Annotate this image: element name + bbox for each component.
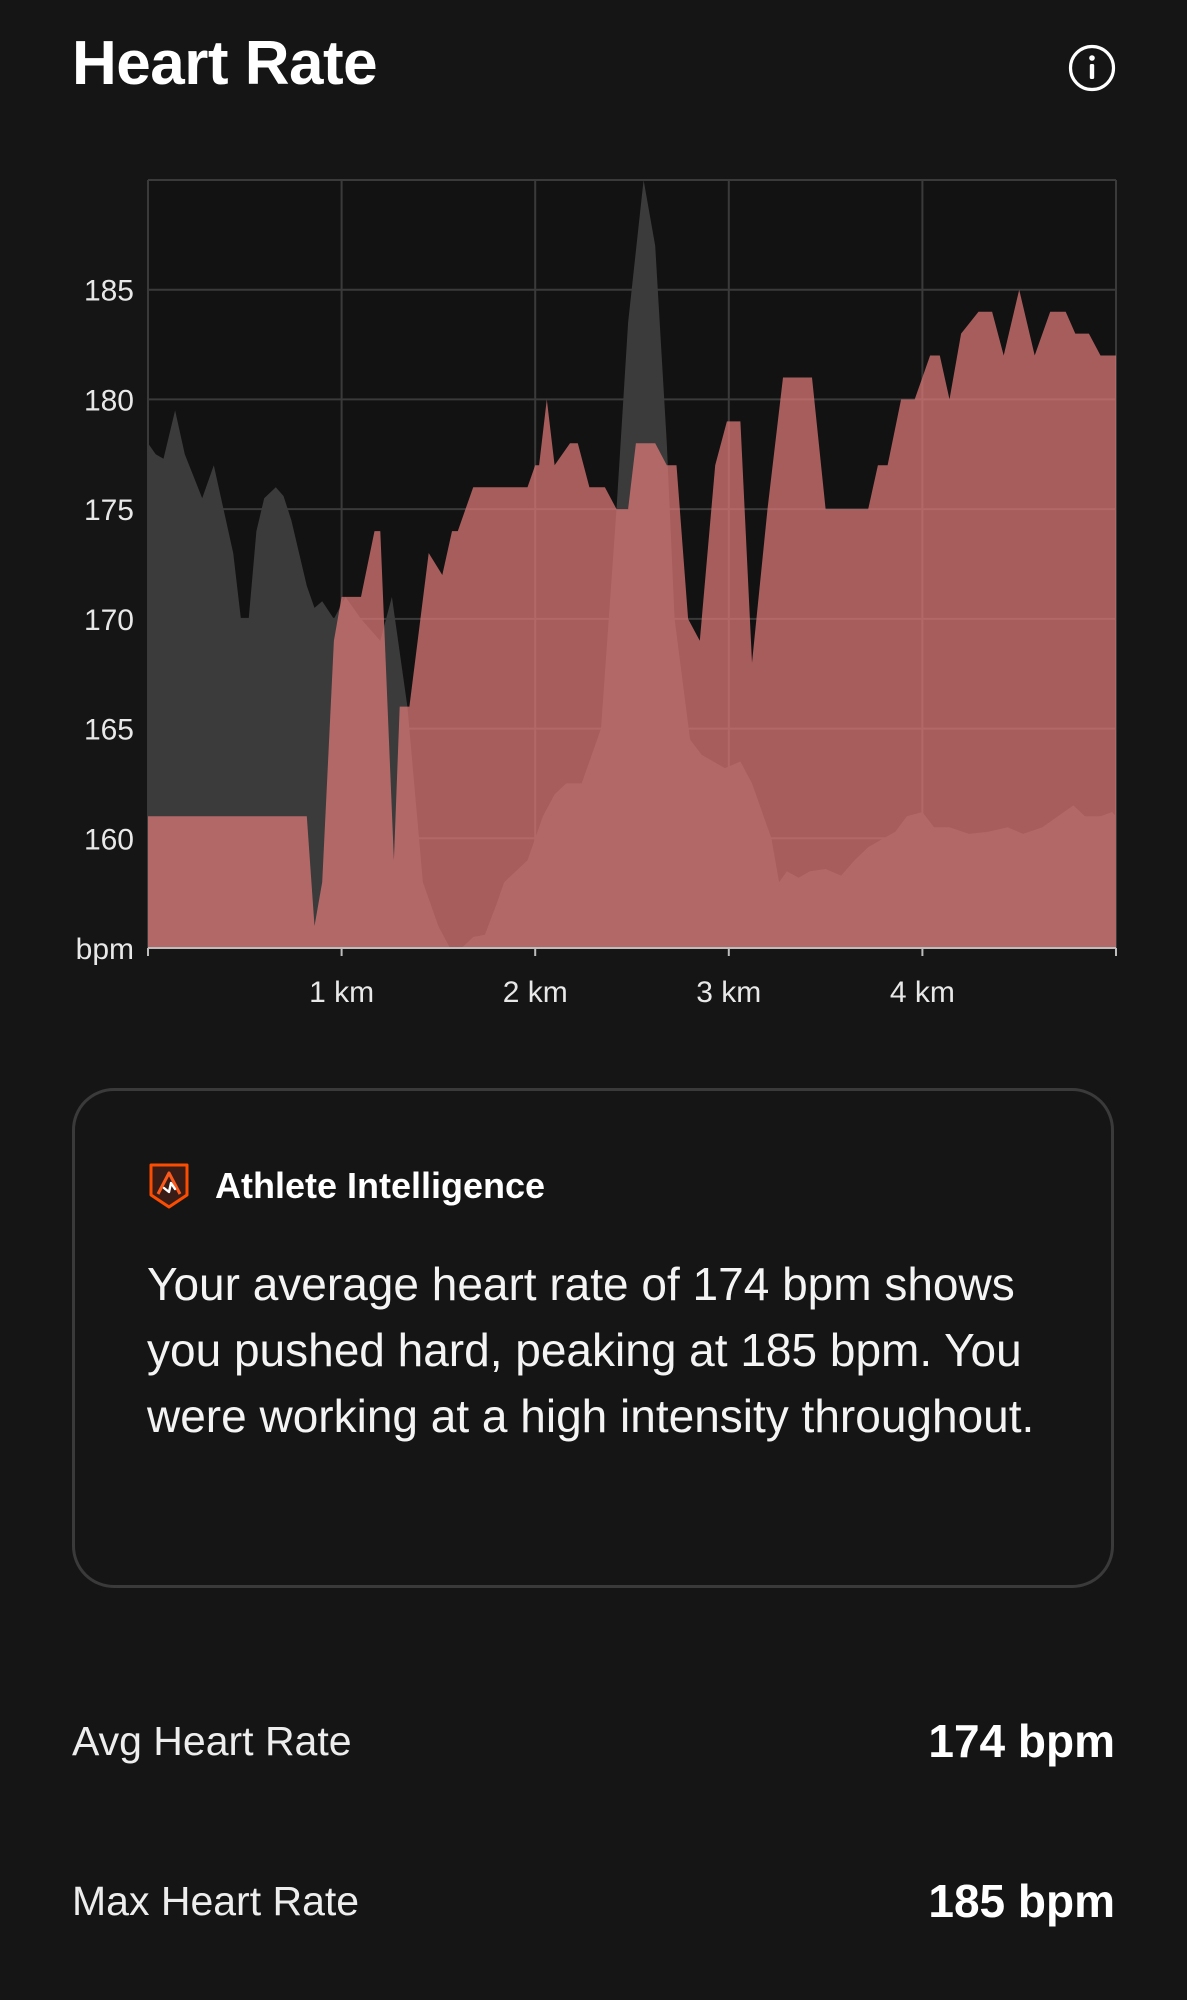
y-tick-label: 185 [84,275,134,308]
y-tick-label: 170 [84,604,134,637]
stat-label: Max Heart Rate [72,1877,360,1924]
heart-rate-chart: 160 165 170 175 180 185 bpm 1 km 2 km 3 km 4 km [0,150,1187,1030]
insight-heading: Athlete Intelligence [215,1165,546,1206]
x-tick-label: 4 km [890,976,955,1009]
athlete-intelligence-card: Athlete Intelligence Your average heart … [72,1088,1114,1588]
y-tick-label: 165 [84,714,134,747]
stat-label: Avg Heart Rate [72,1717,352,1764]
chart-axes: 160 165 170 175 180 185 bpm 1 km 2 km 3 km 4 km [76,275,1117,1009]
y-tick-label: 175 [84,494,134,527]
chart-series [148,180,1116,948]
x-tick-label: 3 km [696,976,761,1009]
y-axis-unit-label: bpm [76,933,134,966]
stat-value: 174 bpm [928,1715,1115,1767]
stat-row-max-heart-rate: Max Heart Rate 185 bpm [72,1866,1115,1936]
insight-header: Athlete Intelligence [147,1161,545,1211]
page-title: Heart Rate [72,29,378,98]
x-tick-label: 1 km [309,976,374,1009]
y-tick-label: 180 [84,384,134,417]
stat-row-avg-heart-rate: Avg Heart Rate 174 bpm [72,1706,1115,1776]
info-icon[interactable] [1067,43,1117,93]
x-tick-label: 2 km [503,976,568,1009]
insight-text: Your average heart rate of 174 bpm shows… [147,1258,1035,1442]
stat-value: 185 bpm [928,1875,1115,1927]
y-tick-label: 160 [84,823,134,856]
athlete-intelligence-icon [149,1163,189,1209]
series-area-heart-rate [148,289,1116,948]
